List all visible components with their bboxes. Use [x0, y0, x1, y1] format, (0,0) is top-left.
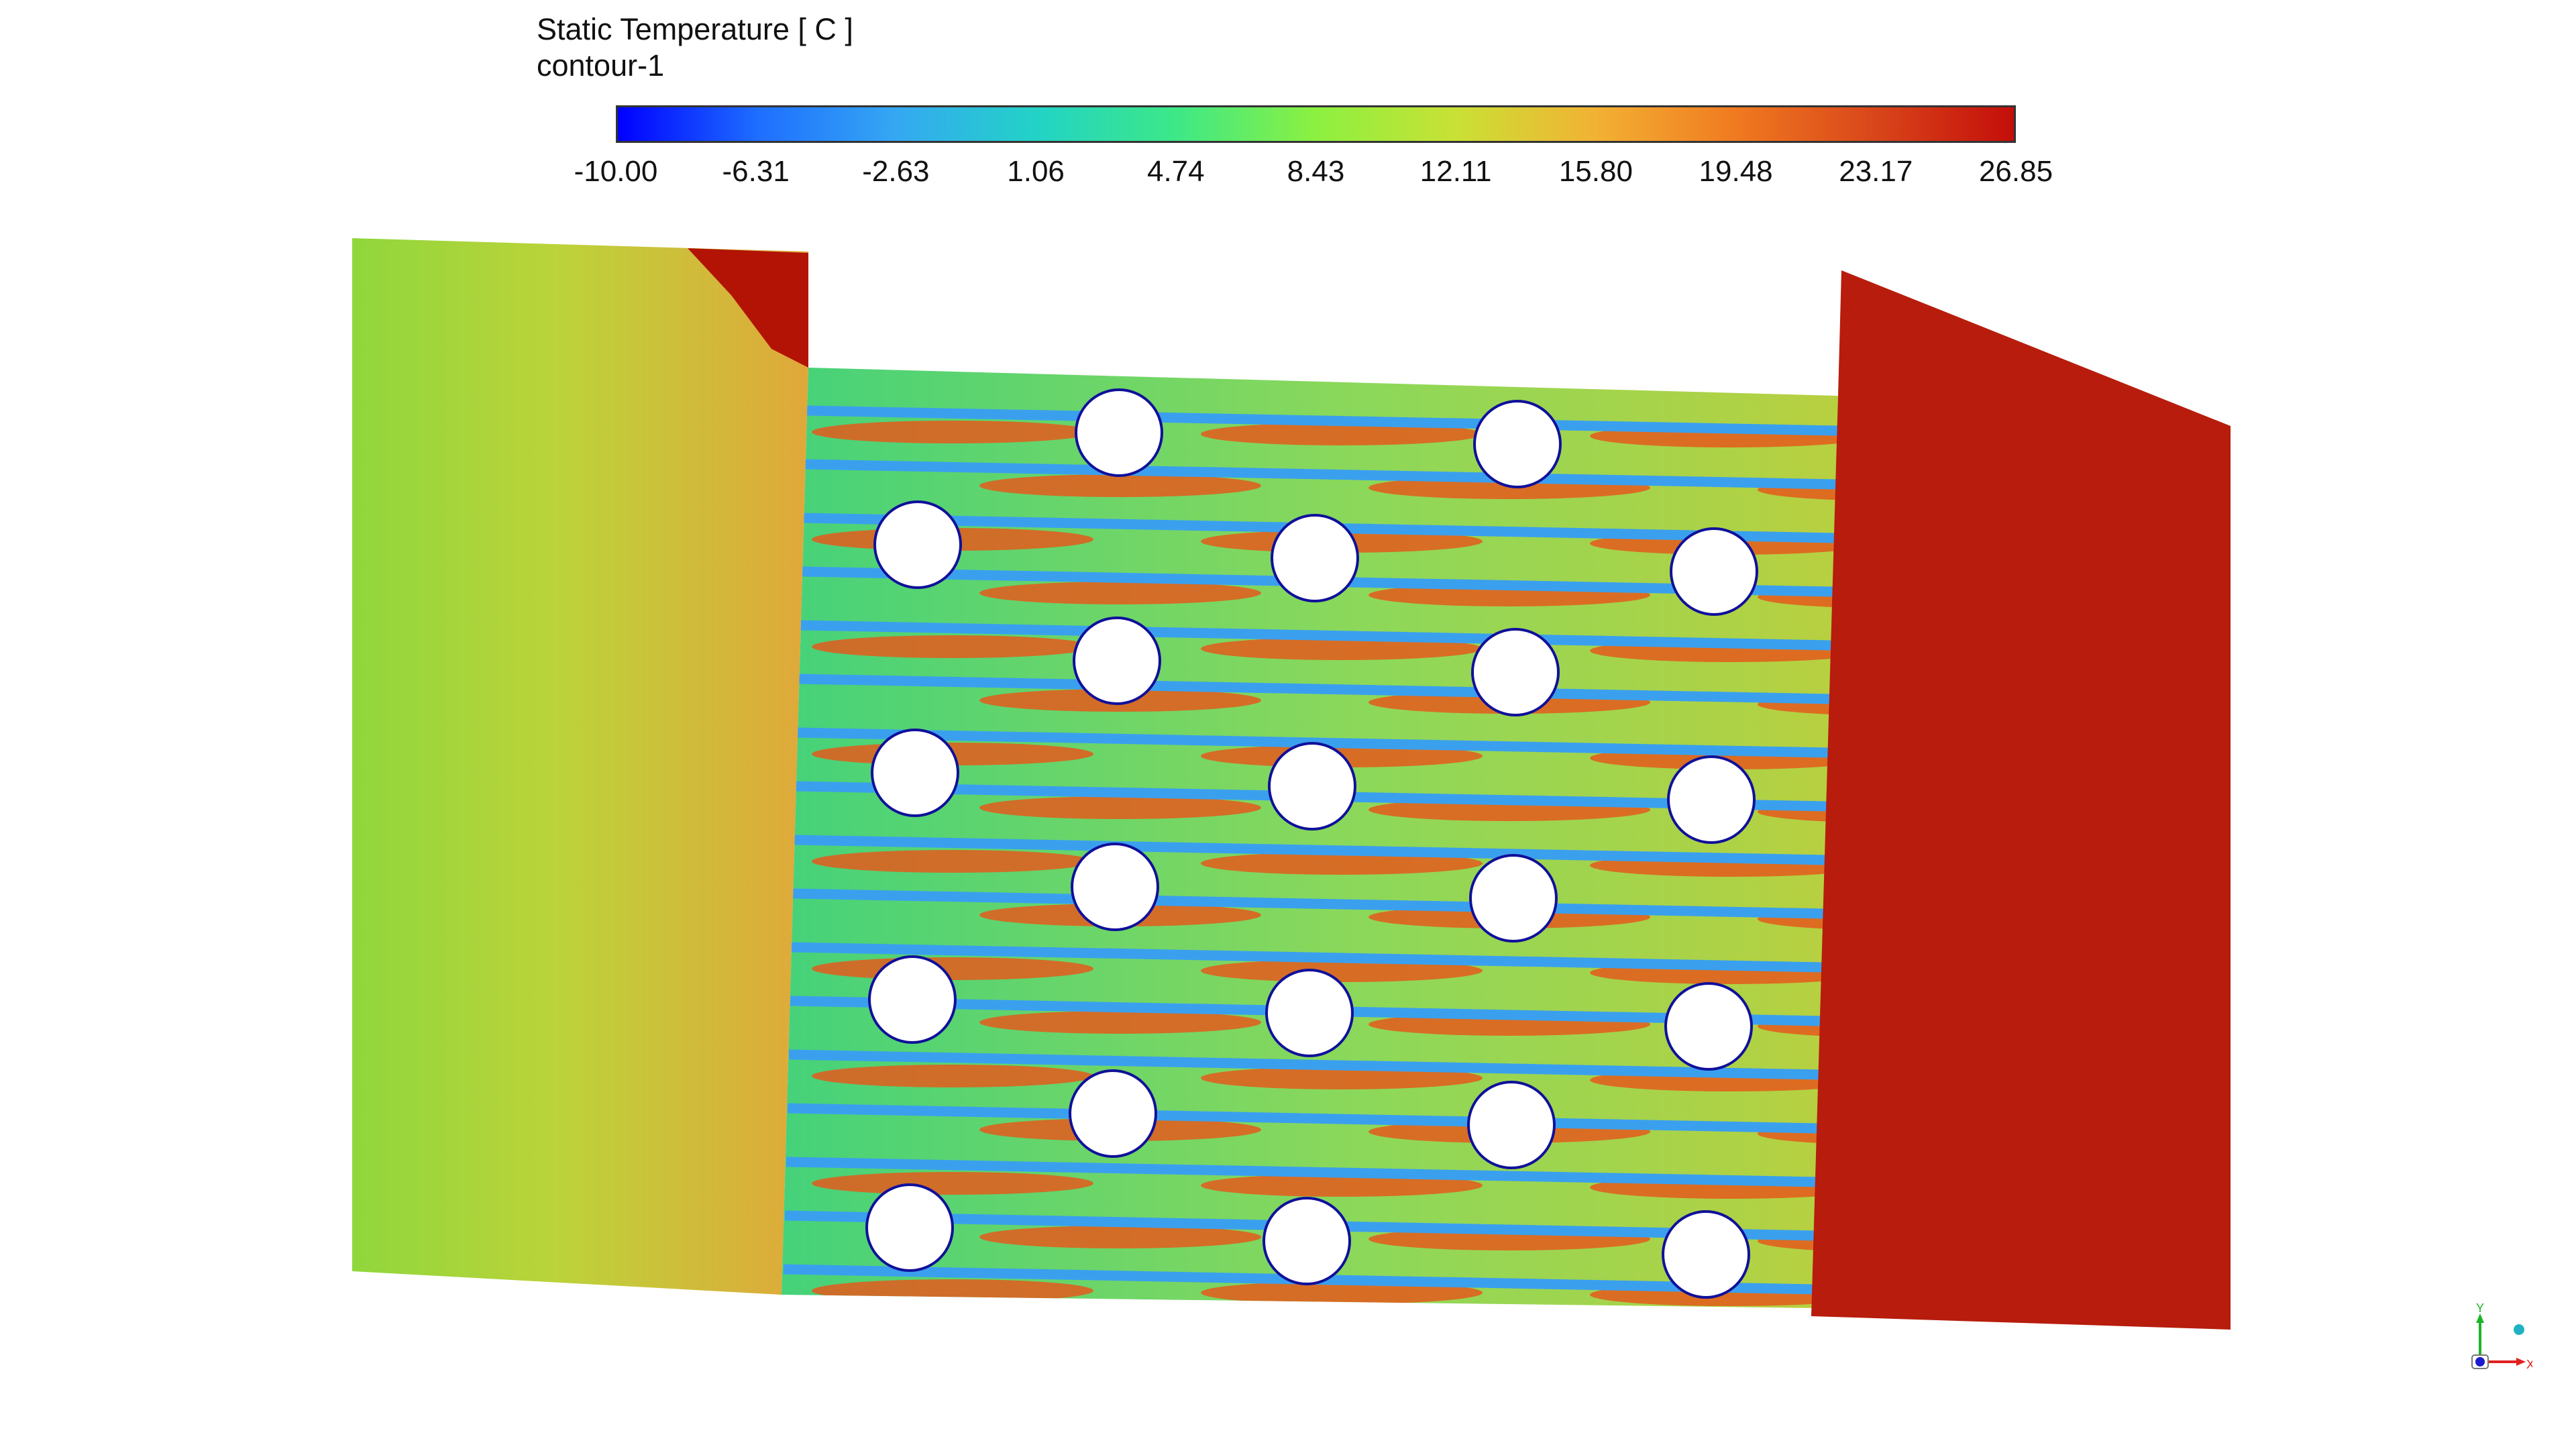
colorbar-tick-label: 12.11	[1419, 155, 1492, 188]
tube	[1075, 388, 1163, 477]
x-axis-label: X	[2526, 1358, 2532, 1371]
colorbar-tick-label: -2.63	[862, 155, 930, 188]
hot-streak	[1201, 1067, 1483, 1089]
inlet-hot-corner	[688, 248, 808, 368]
hot-streak	[812, 1065, 1093, 1087]
fin	[799, 620, 1833, 651]
y-arrow-head-icon	[2476, 1313, 2484, 1323]
tube	[871, 729, 959, 817]
tube	[873, 500, 962, 589]
hot-streak	[812, 850, 1093, 873]
colorbar-tick-label: 19.48	[1699, 155, 1773, 188]
hot-streak	[1201, 1281, 1483, 1304]
fin	[792, 888, 1827, 919]
fin	[794, 835, 1828, 865]
tube	[1471, 628, 1560, 716]
hot-streak	[979, 582, 1261, 604]
tube	[868, 955, 957, 1044]
hot-streak	[812, 421, 1093, 443]
colorbar-tick-label: -10.00	[574, 155, 658, 188]
colorbar-tick-label: 4.74	[1146, 155, 1205, 188]
hot-streak	[979, 796, 1261, 819]
hot-streak	[1201, 852, 1483, 875]
tube	[1467, 1081, 1556, 1169]
hot-streak	[812, 957, 1093, 980]
fin	[782, 1323, 1815, 1343]
axis-triad[interactable]: Y X	[2452, 1301, 2534, 1382]
tube	[1071, 843, 1159, 931]
colorbar	[616, 105, 2016, 143]
fin	[804, 405, 1838, 436]
outlet-region	[1811, 270, 2231, 1330]
hot-streak	[1201, 1174, 1483, 1197]
view-sphere-icon	[2514, 1324, 2524, 1335]
tube	[1667, 755, 1756, 844]
fin	[786, 1157, 1820, 1187]
fin	[787, 1103, 1821, 1134]
hot-streak	[979, 1226, 1261, 1248]
colorbar-tick-label: 15.80	[1558, 155, 1633, 188]
hot-streak	[812, 635, 1093, 658]
y-axis-label: Y	[2476, 1301, 2484, 1315]
inlet-region	[352, 238, 808, 1295]
hot-streak	[812, 1279, 1093, 1302]
fin	[803, 459, 1837, 490]
tube	[1069, 1069, 1157, 1158]
hot-streak	[1201, 959, 1483, 982]
tube	[1473, 400, 1562, 488]
colorbar-tick-label: 26.85	[1978, 155, 2053, 188]
tube	[1268, 742, 1356, 830]
colorbar-tick-label: 23.17	[1839, 155, 1913, 188]
hot-streak	[812, 1172, 1093, 1195]
hot-streak	[1201, 637, 1483, 660]
tube	[1271, 514, 1359, 602]
colorbar-tick-label: 8.43	[1287, 155, 1345, 188]
tube	[1073, 616, 1161, 705]
legend-subtitle: contour-1	[537, 48, 665, 83]
fin	[798, 674, 1832, 704]
tube	[1664, 982, 1753, 1071]
tube	[1670, 527, 1758, 616]
tube	[1662, 1210, 1750, 1299]
hot-streak	[979, 1011, 1261, 1034]
z-axis-icon	[2475, 1357, 2485, 1366]
tube	[1469, 854, 1558, 943]
legend-title: Static Temperature [ C ]	[537, 12, 853, 46]
hot-streak	[1201, 423, 1483, 445]
tubes	[865, 388, 1758, 1299]
tube	[865, 1183, 954, 1272]
colorbar-tick-label: 1.06	[1007, 155, 1065, 188]
x-arrow-head-icon	[2516, 1358, 2526, 1366]
tube	[1263, 1197, 1351, 1285]
fin	[791, 942, 1825, 973]
fin	[788, 1049, 1823, 1080]
tube	[1265, 969, 1354, 1057]
hot-streak	[979, 474, 1261, 497]
colorbar-tick-label: -6.31	[722, 155, 790, 188]
